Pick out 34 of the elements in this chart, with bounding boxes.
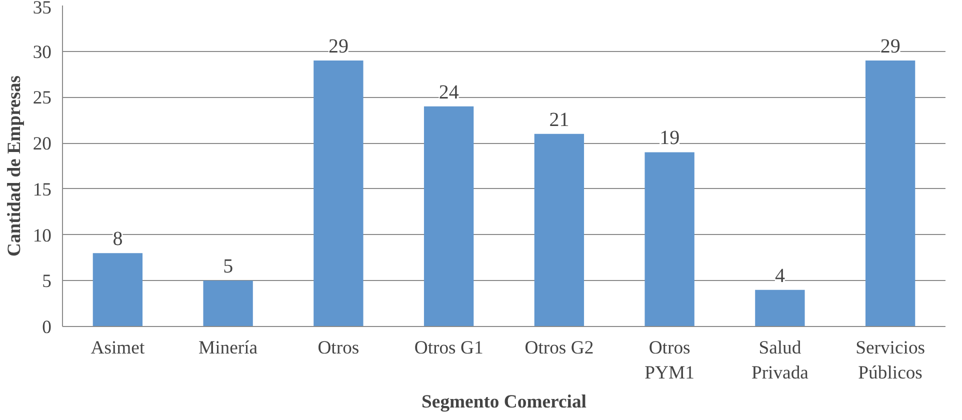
data-label: 29 [328,36,348,58]
y-tick-label: 5 [42,271,52,292]
bar [92,253,143,326]
data-label: 8 [112,228,123,250]
y-tick-label: 25 [32,88,52,109]
bar [534,134,584,326]
y-axis-title: Cantidad de Empresas [4,75,25,257]
bar [755,290,805,326]
data-label: 5 [223,256,234,278]
x-tick-label: Otros G1 [414,338,484,358]
data-label: 21 [549,108,570,131]
x-tick-label: Otros PYM1 [644,338,694,384]
y-tick-label: 30 [32,42,52,63]
y-tick-label: 0 [42,317,52,338]
x-tick-label: Servicios Públicos [856,338,926,384]
x-axis-title: Segmento Comercial [422,392,586,413]
x-tick-label: Salud Privada [751,338,810,384]
y-tick-label: 15 [32,179,52,200]
data-label: 19 [660,127,680,150]
bar [314,60,364,326]
x-tick-label: Otros [318,338,360,358]
data-label: 24 [438,81,459,104]
bar [424,106,474,326]
x-tick-label: Otros G2 [524,338,594,358]
bar [644,152,694,326]
x-tick-label: Minería [198,338,258,358]
y-tick-label: 35 [32,0,52,18]
data-label: 4 [774,264,785,287]
bar [203,280,253,326]
bar [865,60,916,326]
x-tick-label: Asimet [90,338,146,358]
y-tick-label: 10 [32,225,52,246]
y-tick-label: 20 [32,134,52,155]
data-label: 29 [880,36,900,58]
